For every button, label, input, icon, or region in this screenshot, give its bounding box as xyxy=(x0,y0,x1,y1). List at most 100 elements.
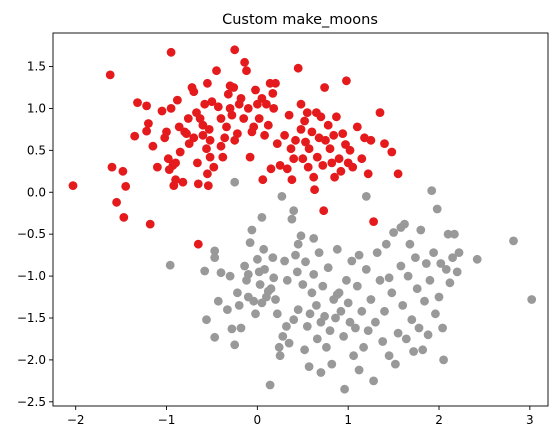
data-point xyxy=(336,306,346,316)
data-point xyxy=(429,248,438,257)
data-point xyxy=(359,342,368,352)
data-point xyxy=(416,225,426,235)
data-point xyxy=(277,192,287,201)
data-point xyxy=(230,177,240,187)
data-point xyxy=(171,158,181,168)
data-point xyxy=(287,175,297,185)
data-point xyxy=(216,268,226,278)
data-point xyxy=(296,231,306,241)
data-point xyxy=(284,338,294,348)
data-point xyxy=(357,306,367,316)
data-point xyxy=(339,332,348,341)
data-point xyxy=(68,181,78,191)
y-tick-label: −1.5 xyxy=(17,311,46,325)
data-point xyxy=(212,66,221,76)
data-point xyxy=(255,280,265,289)
data-point xyxy=(316,112,326,122)
data-point xyxy=(166,47,176,57)
data-point xyxy=(396,223,406,232)
data-point xyxy=(193,158,202,168)
data-point xyxy=(421,259,431,268)
data-point xyxy=(327,359,337,369)
data-point xyxy=(271,78,280,88)
data-point xyxy=(157,106,167,116)
data-point xyxy=(389,228,398,237)
data-point xyxy=(249,296,259,306)
data-point xyxy=(243,270,253,279)
data-point xyxy=(329,130,339,140)
data-point xyxy=(371,317,380,327)
data-point xyxy=(323,263,333,273)
data-point xyxy=(258,175,268,185)
data-point xyxy=(307,127,317,137)
data-point xyxy=(361,265,371,274)
data-point xyxy=(236,323,246,333)
data-point xyxy=(269,104,279,113)
data-point xyxy=(173,95,182,105)
data-point xyxy=(387,288,397,298)
data-point xyxy=(414,323,424,333)
data-point xyxy=(225,104,235,113)
data-point xyxy=(380,306,389,316)
data-point xyxy=(274,342,284,352)
data-point xyxy=(249,122,259,132)
x-tick-label: 2 xyxy=(435,413,443,427)
data-point xyxy=(240,261,250,271)
x-tick-label: 1 xyxy=(344,413,352,427)
data-point xyxy=(257,213,267,222)
data-point xyxy=(330,172,339,182)
data-point xyxy=(200,266,210,276)
data-point xyxy=(352,122,362,132)
y-tick-label: −2.5 xyxy=(17,395,46,409)
data-point xyxy=(303,162,313,172)
data-point xyxy=(165,260,175,270)
data-point xyxy=(266,164,276,174)
data-point xyxy=(163,154,173,164)
data-point xyxy=(340,384,349,394)
data-point xyxy=(366,135,376,145)
data-point xyxy=(332,290,342,299)
y-tick-label: −0.5 xyxy=(17,227,46,241)
data-point xyxy=(287,214,297,224)
data-point xyxy=(293,305,303,314)
data-point xyxy=(312,152,322,162)
data-point xyxy=(347,256,357,266)
data-point xyxy=(251,309,260,319)
data-point xyxy=(354,250,364,260)
data-point xyxy=(393,328,403,338)
data-point xyxy=(305,309,315,319)
data-point xyxy=(323,120,333,130)
data-point xyxy=(332,112,341,122)
data-point xyxy=(251,85,260,95)
data-point xyxy=(300,116,309,126)
data-point xyxy=(162,127,171,137)
data-point xyxy=(342,275,351,285)
data-point xyxy=(189,133,199,143)
data-point xyxy=(204,124,214,134)
data-point xyxy=(260,265,269,274)
data-point xyxy=(387,147,397,157)
data-point xyxy=(293,63,303,73)
data-point xyxy=(319,206,329,216)
data-point xyxy=(268,89,278,98)
data-point xyxy=(216,141,226,151)
data-point xyxy=(342,76,351,86)
data-point xyxy=(225,271,235,281)
data-point xyxy=(203,181,213,191)
data-point xyxy=(361,192,371,201)
data-point xyxy=(269,273,279,283)
data-point xyxy=(309,234,319,243)
data-point xyxy=(378,337,388,346)
data-point xyxy=(375,108,385,117)
x-tick-label: −2 xyxy=(67,413,85,427)
data-point xyxy=(245,152,255,162)
data-point xyxy=(227,110,237,120)
data-point xyxy=(286,144,296,154)
plot-area-frame xyxy=(52,32,549,407)
data-point xyxy=(438,323,447,333)
data-point xyxy=(298,280,308,289)
data-point xyxy=(318,161,328,170)
data-point xyxy=(384,273,394,283)
data-point xyxy=(291,135,300,145)
